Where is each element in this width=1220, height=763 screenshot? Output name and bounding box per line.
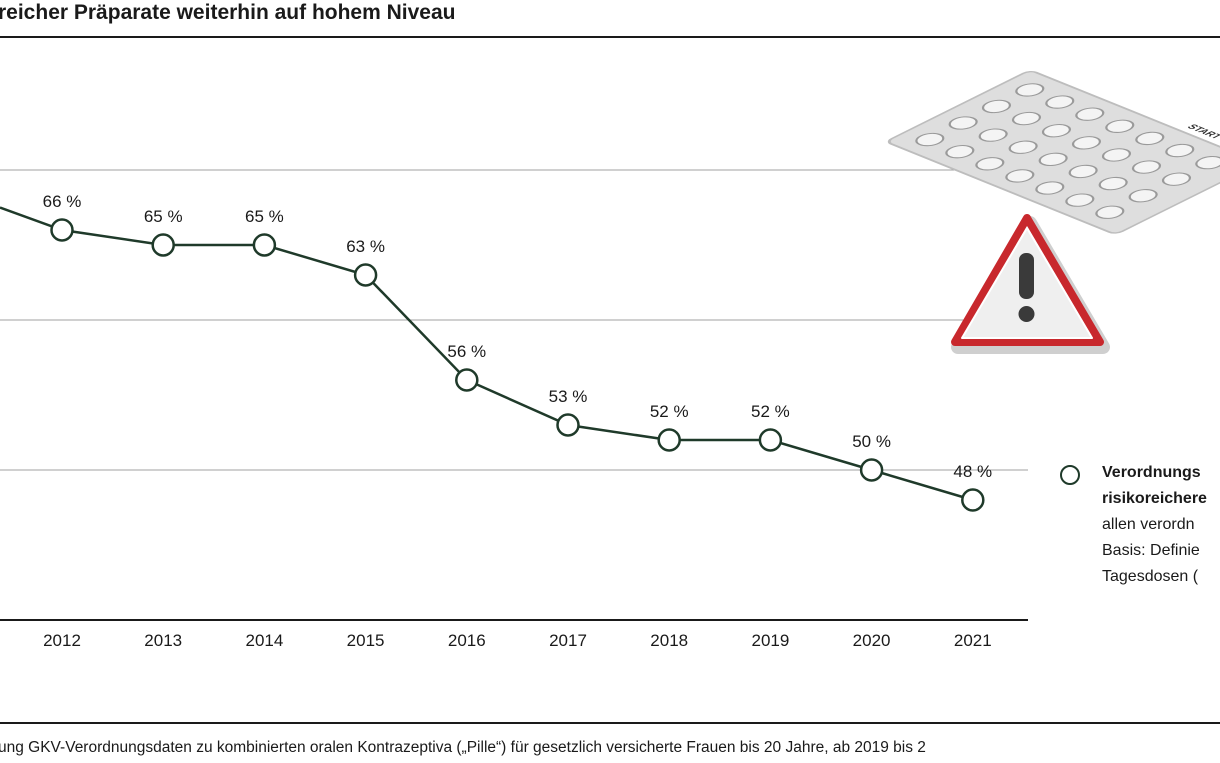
grid-lines bbox=[0, 169, 1028, 471]
value-label: 48 % bbox=[953, 462, 992, 481]
exclamation-dot bbox=[1018, 306, 1035, 322]
chart-title: reicher Präparate weiterhin auf hohem Ni… bbox=[0, 1, 456, 24]
data-point bbox=[859, 458, 884, 482]
pill-blister-pack-icon: START bbox=[887, 70, 1220, 234]
pill bbox=[1161, 172, 1192, 186]
data-point bbox=[50, 218, 74, 242]
pill bbox=[1098, 176, 1128, 191]
data-point bbox=[252, 233, 277, 257]
x-tick-label: 2018 bbox=[650, 631, 688, 650]
pill bbox=[1045, 95, 1075, 109]
pill bbox=[978, 128, 1008, 142]
x-tick-label: 2015 bbox=[347, 631, 385, 650]
value-label: 52 % bbox=[650, 402, 689, 421]
pill bbox=[1065, 193, 1095, 207]
data-point bbox=[353, 263, 378, 287]
legend-text: Verordnungs risikoreichere allen verordn… bbox=[1102, 460, 1220, 590]
value-label: 56 % bbox=[447, 342, 486, 361]
data-point bbox=[657, 428, 681, 452]
pill bbox=[1015, 83, 1045, 97]
x-tick-labels: 2012 2013 2014 2015 2016 2017 2018 2019 2020 2021 bbox=[43, 631, 992, 650]
pill bbox=[1011, 111, 1042, 126]
top-rule bbox=[0, 36, 1220, 38]
pill bbox=[1165, 143, 1195, 158]
pill bbox=[1041, 124, 1072, 138]
pill bbox=[981, 99, 1012, 114]
pill bbox=[975, 157, 1005, 171]
value-label: 63 % bbox=[346, 237, 385, 256]
value-label: 53 % bbox=[549, 387, 588, 406]
legend-marker-icon bbox=[1060, 465, 1080, 485]
pill bbox=[1131, 160, 1162, 174]
x-tick-label: 2017 bbox=[549, 631, 587, 650]
pill bbox=[1005, 169, 1035, 183]
pill bbox=[915, 132, 945, 147]
pill bbox=[1128, 189, 1158, 203]
pill bbox=[1071, 136, 1102, 150]
data-point bbox=[961, 488, 985, 512]
x-tick-label: 2016 bbox=[448, 631, 486, 650]
pill bbox=[1068, 164, 1098, 179]
pill bbox=[1075, 107, 1105, 121]
pill bbox=[1105, 119, 1135, 133]
legend-line-1: Verordnungs bbox=[1102, 464, 1201, 481]
legend-line-2: risikoreichere bbox=[1102, 490, 1207, 507]
x-tick-label: 2012 bbox=[43, 631, 81, 650]
data-point bbox=[455, 368, 479, 392]
exclamation-bar bbox=[1019, 253, 1034, 299]
bottom-rule bbox=[0, 722, 1220, 724]
value-label: 65 % bbox=[144, 207, 183, 226]
value-label: 66 % bbox=[43, 192, 82, 211]
legend-line-5: Tagesdosen ( bbox=[1102, 568, 1199, 585]
data-point bbox=[151, 233, 175, 257]
pill bbox=[1135, 131, 1165, 146]
source-footnote: ung GKV-Verordnungsdaten zu kombinierten… bbox=[0, 739, 926, 756]
x-tick-label: 2019 bbox=[751, 631, 789, 650]
data-point bbox=[556, 413, 580, 437]
value-label: 65 % bbox=[245, 207, 284, 226]
pill bbox=[945, 144, 975, 159]
x-tick-label: 2014 bbox=[245, 631, 283, 650]
warning-triangle-icon bbox=[951, 214, 1110, 354]
pill bbox=[1101, 148, 1132, 162]
data-points bbox=[50, 218, 985, 512]
value-label: 52 % bbox=[751, 402, 790, 421]
x-tick-label: 2013 bbox=[144, 631, 182, 650]
pill bbox=[1035, 181, 1065, 195]
x-tick-label: 2020 bbox=[853, 631, 891, 650]
pill bbox=[1095, 205, 1125, 219]
legend-line-3: allen verordn bbox=[1102, 516, 1195, 533]
pill bbox=[1038, 152, 1068, 167]
legend-line-4: Basis: Definie bbox=[1102, 542, 1200, 559]
data-point bbox=[758, 428, 783, 452]
x-tick-label: 2021 bbox=[954, 631, 992, 650]
value-labels: 66 % 65 % 65 % 63 % 56 % 53 % 52 % 52 % 50 % 48 % bbox=[43, 192, 993, 481]
pill bbox=[948, 116, 978, 130]
pill bbox=[1008, 140, 1038, 154]
value-label: 50 % bbox=[852, 432, 891, 451]
